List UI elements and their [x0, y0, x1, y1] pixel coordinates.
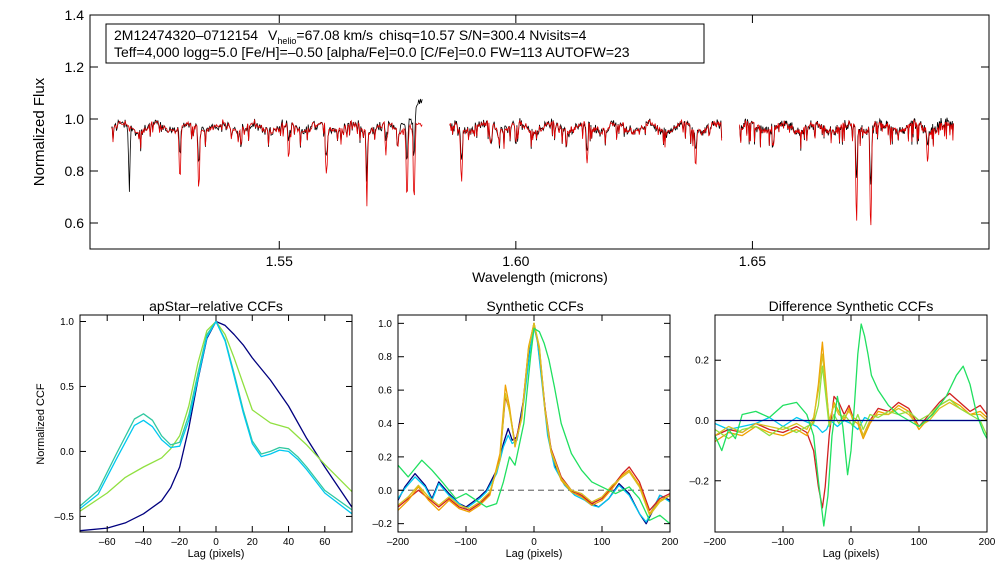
spectrum-panel: 1.55 1.60 1.65 0.6 0.8 1.0 1.2 1.4 Wavelength (… [31, 7, 990, 285]
spectrum-ticks: 1.55 1.60 1.65 0.6 0.8 1.0 1.2 1.4 [65, 7, 989, 269]
difference-xlabel: Lag (pixels) [823, 548, 880, 560]
spectrum-xtick-label: 1.65 [739, 253, 766, 269]
apstar-xtick-label: –40 [135, 537, 152, 548]
info-box [105, 23, 705, 64]
spectrum-ytick-label: 0.6 [65, 215, 85, 231]
synthetic-ytick-label: 0.0 [378, 486, 392, 497]
apstar-ylabel: Normalized CCF [35, 383, 47, 465]
synthetic-ytick-label: 0.8 [378, 352, 392, 363]
synthetic-ytick-label: 0.4 [378, 419, 392, 430]
synthetic-xtick-label: 0 [531, 537, 537, 548]
difference-xtick-label: 200 [979, 537, 996, 548]
apstar-ytick-label: 1.0 [60, 317, 74, 328]
synthetic-series-cyan [397, 326, 671, 523]
apstar-ytick-label: 0.0 [60, 447, 74, 458]
difference-series-gold [714, 353, 988, 437]
difference-series-green [714, 323, 988, 527]
apstar-xtick-label: 60 [319, 537, 331, 548]
synthetic-xtick-label: 100 [594, 537, 611, 548]
apstar-title: apStar–relative CCFs [149, 298, 283, 314]
spectrum-ytick-label: 1.4 [65, 7, 85, 23]
difference-xtick-label: –200 [704, 537, 727, 548]
difference-title: Difference Synthetic CCFs [769, 298, 934, 314]
info-star-id: 2M12474320–0712154 [114, 27, 258, 43]
difference-ticks: –200 –100 0 100 200 –0.2 0.0 0.2 [690, 315, 996, 548]
difference-ytick-label: –0.2 [690, 476, 710, 487]
difference-xtick-label: 0 [848, 537, 854, 548]
difference-ytick-label: 0.0 [695, 416, 709, 427]
spectrum-frame [89, 14, 990, 250]
synthetic-series-green [397, 327, 671, 525]
apstar-ytick-label: 0.5 [60, 382, 74, 393]
spectrum-plot-area [111, 98, 954, 226]
info-v-label: V [268, 27, 278, 43]
spectrum-model-chip-2 [449, 118, 723, 182]
spectrum-xlabel: Wavelength (microns) [472, 269, 608, 285]
info-line-1: 2M12474320–0712154 Vhelio=67.08 km/s chisq… [114, 27, 587, 46]
synthetic-series-gold [397, 322, 671, 516]
info-stats: chisq=10.57 S/N=300.4 Nvisits=4 [379, 27, 587, 43]
synthetic-ytick-label: –0.2 [373, 519, 393, 530]
synthetic-xlabel: Lag (pixels) [506, 548, 563, 560]
apstar-xtick-label: –60 [99, 537, 116, 548]
synthetic-xtick-label: –100 [455, 537, 478, 548]
info-line-2: Teff=4,000 logg=5.0 [Fe/H]=–0.50 [alpha/… [114, 44, 630, 60]
synthetic-ytick-label: 0.6 [378, 386, 392, 397]
synthetic-xtick-label: 200 [662, 537, 679, 548]
synthetic-ytick-label: 0.2 [378, 452, 392, 463]
spectrum-ytick-label: 0.8 [65, 163, 85, 179]
difference-xtick-label: –100 [772, 537, 795, 548]
apstar-xtick-label: 20 [247, 537, 259, 548]
spectrum-ylabel: Normalized Flux [31, 77, 48, 186]
synthetic-ytick-label: 1.0 [378, 319, 392, 330]
apstar-ccf-panel: apStar–relative CCFs –60 –40 –20 0 20 40 60 –0.… [35, 298, 353, 560]
synthetic-plot-area [397, 322, 671, 525]
apstar-series-lime [79, 320, 353, 512]
apstar-xtick-label: 0 [213, 537, 219, 548]
apstar-ytick-label: –0.5 [55, 512, 75, 523]
apstar-xlabel: Lag (pixels) [188, 548, 245, 560]
apstar-xtick-label: 40 [283, 537, 295, 548]
synthetic-xtick-label: –200 [387, 537, 410, 548]
synthetic-ticks: –200 –100 0 100 200 –0.2 0.0 0.2 0.4 0.6 0.8 1.0 [373, 315, 679, 548]
spectrum-ytick-label: 1.0 [65, 111, 85, 127]
info-v-value: =67.08 km/s [296, 27, 373, 43]
difference-ytick-label: 0.2 [695, 356, 709, 367]
difference-ccf-panel: Difference Synthetic CCFs –200 –100 0 100 20… [690, 298, 996, 560]
spectrum-model-chip-1 [111, 119, 423, 207]
synthetic-ccf-panel: Synthetic CCFs –200 –100 0 100 200 –0.2 0.0 0.2… [373, 298, 679, 560]
difference-series-red [714, 392, 988, 509]
difference-plot-area [714, 323, 988, 527]
apstar-xtick-label: –20 [171, 537, 188, 548]
info-v-sub: helio [277, 36, 296, 46]
spectrum-xtick-label: 1.55 [266, 253, 293, 269]
synthetic-title: Synthetic CCFs [486, 298, 583, 314]
apstar-series-cyan [79, 320, 353, 515]
apstar-ticks: –60 –40 –20 0 20 40 60 –0.5 0.0 0.5 1.0 [55, 315, 352, 548]
spectrum-xtick-label: 1.60 [502, 253, 529, 269]
spectrum-model-chip-3 [739, 119, 954, 226]
apstar-plot-area [79, 320, 353, 532]
difference-xtick-label: 100 [911, 537, 928, 548]
spectrum-ytick-label: 1.2 [65, 59, 85, 75]
